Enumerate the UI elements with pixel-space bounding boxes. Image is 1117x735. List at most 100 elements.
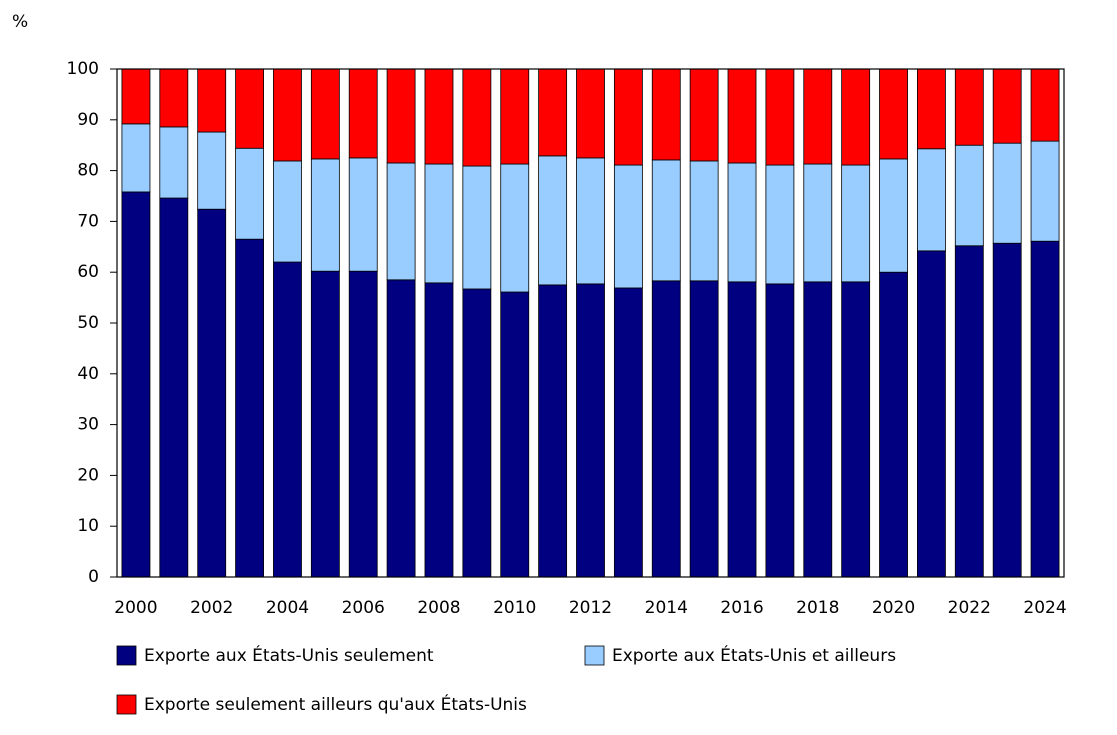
bar-segment bbox=[235, 68, 264, 149]
bar-segment bbox=[1030, 68, 1060, 142]
bar-segment bbox=[197, 68, 227, 133]
bar-segment bbox=[727, 68, 757, 164]
y-tick-label: 70 bbox=[77, 211, 99, 231]
bar-segment bbox=[992, 68, 1022, 144]
bar-segment bbox=[841, 68, 871, 166]
x-tick-label: 2018 bbox=[796, 598, 839, 618]
bar-segment bbox=[386, 279, 416, 578]
legend-label: Exporte aux États-Unis seulement bbox=[144, 644, 434, 666]
bar-segment bbox=[386, 162, 416, 281]
y-tick-label: 80 bbox=[77, 161, 99, 181]
bar-segment bbox=[576, 283, 605, 578]
bar-segment bbox=[576, 68, 605, 159]
bar-segment bbox=[689, 280, 719, 578]
bar-segment bbox=[424, 68, 454, 165]
legend-swatch bbox=[584, 645, 605, 666]
bar-segment bbox=[500, 163, 530, 293]
bar-segment bbox=[121, 123, 151, 193]
bar-segment bbox=[386, 68, 416, 164]
bar-segment bbox=[841, 281, 871, 578]
bar-segment bbox=[538, 68, 568, 157]
bar-segment bbox=[765, 164, 795, 285]
bar-segment bbox=[462, 165, 492, 290]
bar-segment bbox=[765, 68, 795, 166]
bar-segment bbox=[462, 68, 492, 167]
bar-segment bbox=[121, 68, 151, 125]
bar-segment bbox=[273, 160, 302, 263]
bar-segment bbox=[613, 287, 643, 578]
bar-segment bbox=[576, 157, 605, 285]
bar-segment bbox=[273, 68, 302, 162]
bar-segment bbox=[235, 147, 264, 240]
bar-segment bbox=[500, 68, 530, 165]
bar-segment bbox=[538, 284, 568, 578]
bar-segment bbox=[954, 245, 984, 578]
x-tick-label: 2024 bbox=[1023, 598, 1066, 618]
x-tick-label: 2006 bbox=[342, 598, 385, 618]
bar-segment bbox=[121, 191, 151, 578]
bar-segment bbox=[917, 68, 946, 150]
bar-segment bbox=[954, 144, 984, 247]
bar-segment bbox=[197, 208, 227, 578]
y-tick-label: 10 bbox=[77, 516, 99, 536]
bar-segment bbox=[651, 280, 681, 578]
y-tick-label: 20 bbox=[77, 465, 99, 485]
legend-swatch bbox=[116, 645, 137, 666]
bar-segment bbox=[689, 68, 719, 162]
bar-segment bbox=[462, 288, 492, 578]
bar-segment bbox=[197, 131, 227, 210]
x-tick-label: 2020 bbox=[872, 598, 915, 618]
bar-segment bbox=[613, 164, 643, 289]
legend-label: Exporte seulement ailleurs qu'aux États-… bbox=[144, 693, 527, 715]
y-tick-label: 0 bbox=[88, 567, 99, 587]
bar-segment bbox=[917, 250, 946, 578]
x-tick-label: 2008 bbox=[417, 598, 460, 618]
legend-label: Exporte aux États-Unis et ailleurs bbox=[612, 644, 896, 666]
bar-segment bbox=[954, 68, 984, 146]
plot-frame bbox=[116, 68, 1065, 578]
bar-segment bbox=[424, 282, 454, 578]
bar-segment bbox=[538, 155, 568, 286]
bar-segment bbox=[310, 270, 340, 578]
y-tick-label: 100 bbox=[67, 59, 99, 79]
bar-segment bbox=[727, 162, 757, 283]
bar-segment bbox=[651, 68, 681, 161]
bar-segment bbox=[613, 68, 643, 166]
y-tick-label: 40 bbox=[77, 364, 99, 384]
x-tick-label: 2014 bbox=[645, 598, 688, 618]
bar-segment bbox=[879, 68, 908, 160]
bar-segment bbox=[310, 158, 340, 272]
bar-segment bbox=[235, 238, 264, 578]
bar-segment bbox=[273, 261, 302, 578]
x-tick-label: 2016 bbox=[720, 598, 763, 618]
bar-segment bbox=[727, 281, 757, 578]
bar-segment bbox=[348, 157, 378, 272]
bar-segment bbox=[348, 68, 378, 159]
bar-segment bbox=[1030, 240, 1060, 578]
y-tick-label: 60 bbox=[77, 262, 99, 282]
x-tick-label: 2022 bbox=[948, 598, 991, 618]
bar-segment bbox=[159, 68, 189, 128]
bar-segment bbox=[348, 270, 378, 578]
bar-segment bbox=[765, 283, 795, 578]
bar-segment bbox=[841, 164, 871, 283]
bar-segment bbox=[803, 68, 833, 165]
y-axis-label: % bbox=[12, 12, 28, 32]
x-tick-label: 2010 bbox=[493, 598, 536, 618]
bar-segment bbox=[424, 163, 454, 284]
legend-swatch bbox=[116, 694, 137, 715]
x-tick-label: 2000 bbox=[114, 598, 157, 618]
bar-segment bbox=[500, 291, 530, 578]
y-tick-label: 30 bbox=[77, 415, 99, 435]
bar-segment bbox=[689, 160, 719, 282]
bar-segment bbox=[159, 197, 189, 578]
bar-segment bbox=[651, 159, 681, 282]
bar-segment bbox=[159, 126, 189, 199]
bar-segment bbox=[879, 158, 908, 273]
bar-segment bbox=[803, 163, 833, 283]
y-tick-label: 50 bbox=[77, 313, 99, 333]
x-tick-label: 2012 bbox=[569, 598, 612, 618]
bar-segment bbox=[917, 148, 946, 252]
x-tick-label: 2002 bbox=[190, 598, 233, 618]
